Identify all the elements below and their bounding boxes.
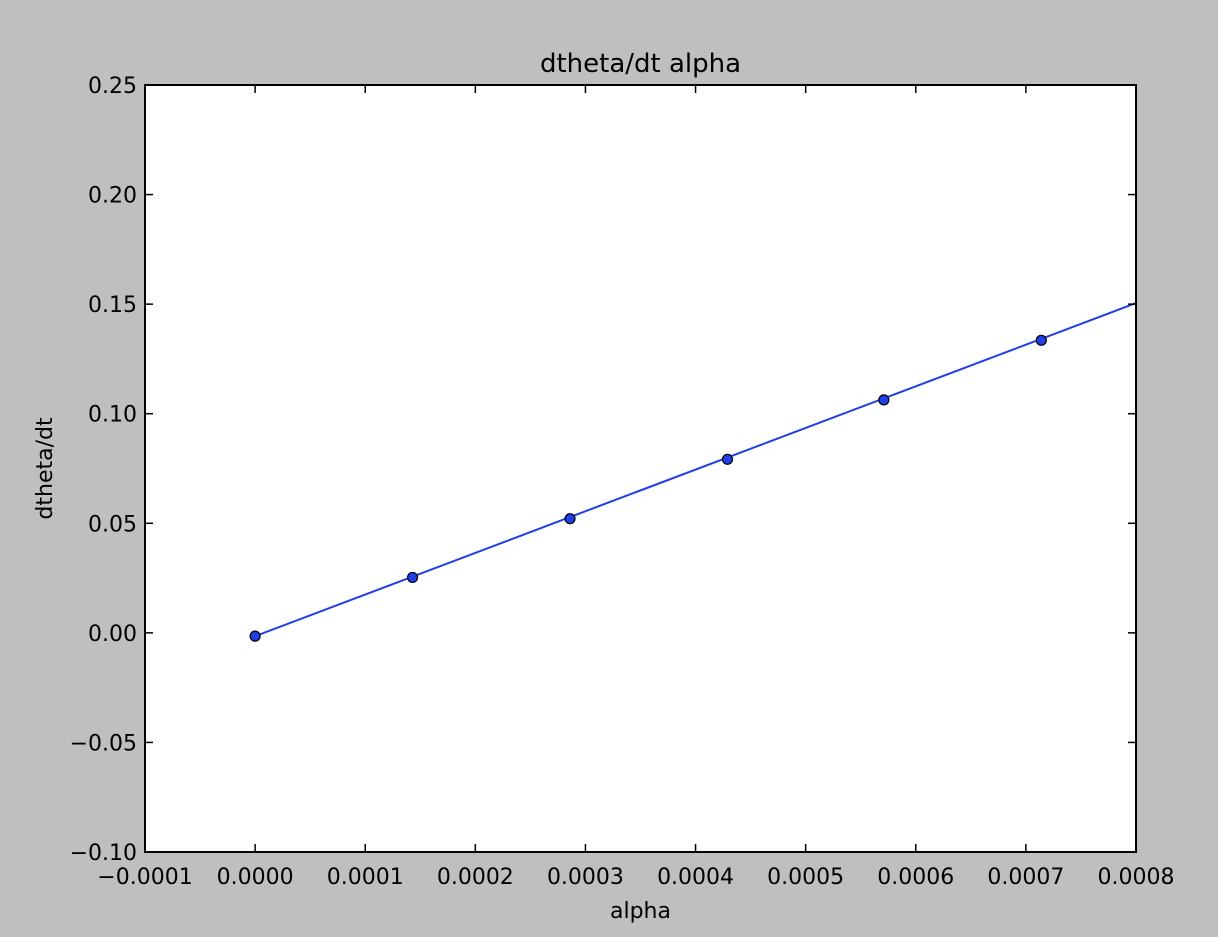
y-axis-label: dtheta/dt xyxy=(33,417,58,520)
chart-marks xyxy=(249,302,1137,642)
data-point xyxy=(721,453,734,465)
data-point xyxy=(1035,334,1047,346)
x-tick-label: 0.0001 xyxy=(327,865,404,890)
x-tick-label: 0.0003 xyxy=(547,865,624,890)
x-tick-label: 0.0007 xyxy=(987,865,1064,890)
chart-title: dtheta/dt alpha xyxy=(540,49,741,79)
x-tick-label: 0.0005 xyxy=(767,865,844,890)
x-tick-label: 0.0000 xyxy=(217,865,294,890)
x-tick-label: −0.0001 xyxy=(97,865,192,890)
plot-area xyxy=(145,85,1136,852)
data-point xyxy=(406,571,419,584)
x-tick-label: 0.0006 xyxy=(877,865,954,890)
y-tick-label: −0.10 xyxy=(70,841,137,866)
y-tick-label: 0.00 xyxy=(88,622,137,647)
data-point xyxy=(249,630,261,642)
y-tick-label: 0.15 xyxy=(88,293,137,318)
x-tick-label: 0.0004 xyxy=(657,865,734,890)
plot-frame xyxy=(144,84,1137,853)
data-point xyxy=(564,513,576,525)
fit-line xyxy=(254,302,1137,638)
y-tick-label: 0.20 xyxy=(88,184,137,209)
x-tick-label: 0.0002 xyxy=(437,865,514,890)
y-tick-label: 0.05 xyxy=(88,512,137,537)
x-axis-label: alpha xyxy=(610,899,671,924)
data-point xyxy=(878,394,890,406)
y-tick-label: 0.25 xyxy=(88,74,137,99)
x-tick-label: 0.0008 xyxy=(1098,865,1175,890)
y-tick-label: 0.10 xyxy=(88,403,137,428)
y-tick-label: −0.05 xyxy=(70,731,137,756)
axis-ticks: −0.0001 0.0000 0.0001 0.0002 0.0003 0.0004 0.0… xyxy=(70,74,1175,890)
